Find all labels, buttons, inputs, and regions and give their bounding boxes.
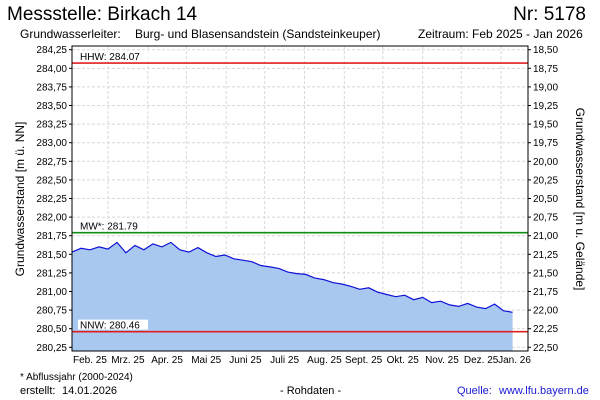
y-tick-label: 282,50 — [36, 175, 67, 186]
created-label: erstellt: — [20, 385, 56, 397]
x-tick-label: Apr. 25 — [151, 355, 183, 366]
y-tick-label: 283,75 — [36, 82, 67, 93]
x-tick-label: Nov. 25 — [425, 355, 459, 366]
x-tick-label: Juli 25 — [270, 355, 299, 366]
y-tick-label: 283,25 — [36, 120, 67, 131]
y-axis-title-left: Grundwasserstand [m ü. NN] — [13, 122, 27, 277]
reference-label: NNW: 280.46 — [80, 321, 140, 332]
reference-label: HHW: 284.07 — [80, 52, 140, 63]
y-tick-label: 280,50 — [36, 324, 67, 335]
y-tick-label-right: 18,50 — [533, 45, 558, 56]
reference-label: MW*: 281.79 — [80, 222, 138, 233]
y-tick-label: 282,75 — [36, 157, 67, 168]
created-date: 14.01.2026 — [62, 385, 118, 397]
x-tick-label: Feb. 25 — [73, 355, 107, 366]
y-tick-label: 280,25 — [36, 343, 67, 354]
y-tick-label-right: 20,00 — [533, 157, 558, 168]
y-tick-label: 283,50 — [36, 101, 67, 112]
y-tick-label-right: 21,25 — [533, 250, 558, 261]
reference-label-bg — [78, 220, 148, 231]
data-area — [71, 241, 513, 351]
x-tick-label: Mai 25 — [191, 355, 221, 366]
source-link[interactable]: www.lfu.bayern.de — [499, 385, 589, 397]
y-tick-label-right: 19,50 — [533, 120, 558, 131]
y-tick-label-right: 22,00 — [533, 306, 558, 317]
axes: 284,25 284,00 283,75 283,50 283,25 283,00 282,… — [36, 45, 558, 366]
series-area — [72, 242, 513, 351]
y-tick-label: 284,25 — [36, 45, 67, 56]
y-tick-label-right: 21,50 — [533, 268, 558, 279]
y-tick-label: 282,00 — [36, 213, 67, 224]
x-tick-label: Jan. 26 — [498, 355, 531, 366]
x-tick-label: Dez. 25 — [464, 355, 499, 366]
aquifer-value: Burg- und Blasensandstein (Sandsteinkeup… — [135, 27, 381, 41]
y-tick-label-right: 21,00 — [533, 231, 558, 242]
y-tick-label: 281,25 — [36, 268, 67, 279]
y-tick-label: 282,25 — [36, 194, 67, 205]
y-tick-label: 283,00 — [36, 138, 67, 149]
y-tick-label-right: 19,00 — [533, 82, 558, 93]
x-tick-label: Juni 25 — [229, 355, 262, 366]
y-tick-label: 284,00 — [36, 64, 67, 75]
plot-frame — [71, 45, 529, 352]
y-tick-label-right: 19,75 — [533, 138, 558, 149]
rawdata-label: - Rohdaten - — [280, 385, 342, 397]
y-tick-label-right: 19,25 — [533, 101, 558, 112]
x-tick-label: Sept. 25 — [345, 355, 383, 366]
y-tick-label-right: 20,25 — [533, 175, 558, 186]
station-number: Nr: 5178 — [513, 4, 586, 25]
aquifer-label: Grundwasserleiter: — [20, 27, 121, 41]
y-tick-label: 280,75 — [36, 306, 67, 317]
series-line — [71, 241, 513, 313]
y-axis-title-right: Grundwasserstand [m u. Gelände] — [573, 108, 587, 291]
y-tick-label: 281,50 — [36, 250, 67, 261]
y-tick-label-right: 20,50 — [533, 194, 558, 205]
y-tick-label-right: 21,75 — [533, 287, 558, 298]
y-tick-label-right: 18,75 — [533, 64, 558, 75]
x-tick-label: Aug. 25 — [307, 355, 342, 366]
reference-lines: HHW: 284.07 MW*: 281.79 NNW: 280.46 — [72, 51, 528, 333]
source-label: Quelle: — [457, 385, 492, 397]
y-tick-label: 281,75 — [36, 231, 67, 242]
period-label: Zeitraum: Feb 2025 - Jan 2026 — [418, 27, 583, 41]
y-tick-label: 281,00 — [36, 287, 67, 298]
x-tick-label: Okt. 25 — [387, 355, 420, 366]
y-tick-label-right: 22,50 — [533, 343, 558, 354]
y-tick-label-right: 22,25 — [533, 324, 558, 335]
x-tick-label: Mrz. 25 — [111, 355, 145, 366]
page-title: Messstelle: Birkach 14 — [7, 4, 198, 25]
y-tick-label-right: 20,75 — [533, 213, 558, 224]
footnote: * Abflussjahr (2000-2024) — [20, 372, 133, 383]
reference-label-bg — [78, 319, 148, 330]
reference-label-bg — [78, 51, 148, 62]
